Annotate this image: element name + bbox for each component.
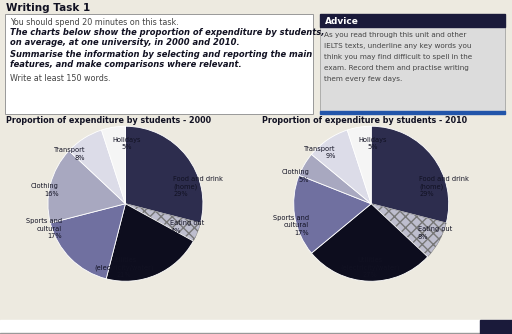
- Bar: [320, 111, 505, 114]
- Wedge shape: [101, 126, 125, 204]
- Text: Food and drink
(home)
29%: Food and drink (home) 29%: [419, 176, 469, 197]
- Text: Sports and
cultural
17%: Sports and cultural 17%: [273, 215, 309, 236]
- Text: You should spend 20 minutes on this task.: You should spend 20 minutes on this task…: [10, 18, 179, 27]
- Text: Transport
9%: Transport 9%: [304, 146, 335, 159]
- Text: Summarise the information by selecting and reporting the main: Summarise the information by selecting a…: [10, 50, 312, 59]
- Wedge shape: [125, 126, 203, 223]
- Text: As you read through this unit and other: As you read through this unit and other: [324, 32, 466, 38]
- Text: IELTS texts, underline any key words you: IELTS texts, underline any key words you: [324, 43, 472, 49]
- Wedge shape: [371, 126, 449, 223]
- Text: Holidays
5%: Holidays 5%: [113, 137, 141, 150]
- Text: Eating out
4%: Eating out 4%: [170, 220, 205, 234]
- Wedge shape: [106, 204, 194, 281]
- Text: Proportion of expenditure by students - 2000: Proportion of expenditure by students - …: [6, 116, 211, 125]
- Text: think you may find difficult to spell in the: think you may find difficult to spell in…: [324, 54, 472, 60]
- Bar: [0, 320, 512, 334]
- Wedge shape: [48, 151, 125, 223]
- Text: Utilities
(electricity/water)
27%: Utilities (electricity/water) 27%: [340, 257, 399, 278]
- Text: on average, at one university, in 2000 and 2010.: on average, at one university, in 2000 a…: [10, 38, 240, 47]
- Text: Food and drink
(home)
29%: Food and drink (home) 29%: [174, 176, 223, 197]
- Wedge shape: [69, 130, 125, 204]
- Text: Eating out
8%: Eating out 8%: [418, 226, 452, 240]
- Text: Holidays
5%: Holidays 5%: [358, 137, 387, 150]
- Text: Proportion of expenditure by students - 2010: Proportion of expenditure by students - …: [262, 116, 467, 125]
- Wedge shape: [347, 126, 371, 204]
- Text: Advice: Advice: [325, 17, 359, 26]
- Text: them every few days.: them every few days.: [324, 76, 402, 82]
- Wedge shape: [50, 204, 125, 279]
- Text: The charts below show the proportion of expenditure by students,: The charts below show the proportion of …: [10, 28, 325, 37]
- Text: Utilities
(electricity/water)
21%: Utilities (electricity/water) 21%: [94, 257, 154, 278]
- Wedge shape: [125, 204, 201, 241]
- Text: 95: 95: [489, 323, 502, 332]
- Text: Sports and
cultural
17%: Sports and cultural 17%: [26, 218, 62, 239]
- Text: Writing Task 1: Writing Task 1: [6, 323, 71, 332]
- Text: Writing Task 1: Writing Task 1: [6, 3, 90, 13]
- Wedge shape: [294, 175, 371, 253]
- Bar: [320, 14, 505, 27]
- Wedge shape: [371, 204, 446, 257]
- Bar: [5, 14, 313, 114]
- Wedge shape: [299, 154, 371, 204]
- Wedge shape: [311, 130, 371, 204]
- Bar: [320, 14, 505, 114]
- Text: Transport
8%: Transport 8%: [54, 147, 85, 161]
- Text: Exam Practice  Test 2: Exam Practice Test 2: [355, 323, 441, 332]
- Text: Write at least 150 words.: Write at least 150 words.: [10, 74, 111, 83]
- Wedge shape: [311, 204, 428, 281]
- Text: exam. Record them and practise writing: exam. Record them and practise writing: [324, 65, 469, 71]
- Text: Clothing
5%: Clothing 5%: [281, 169, 309, 183]
- Bar: [480, 320, 512, 334]
- Bar: [0, 333, 512, 334]
- Text: features, and make comparisons where relevant.: features, and make comparisons where rel…: [10, 60, 242, 69]
- Text: Clothing
16%: Clothing 16%: [31, 183, 59, 196]
